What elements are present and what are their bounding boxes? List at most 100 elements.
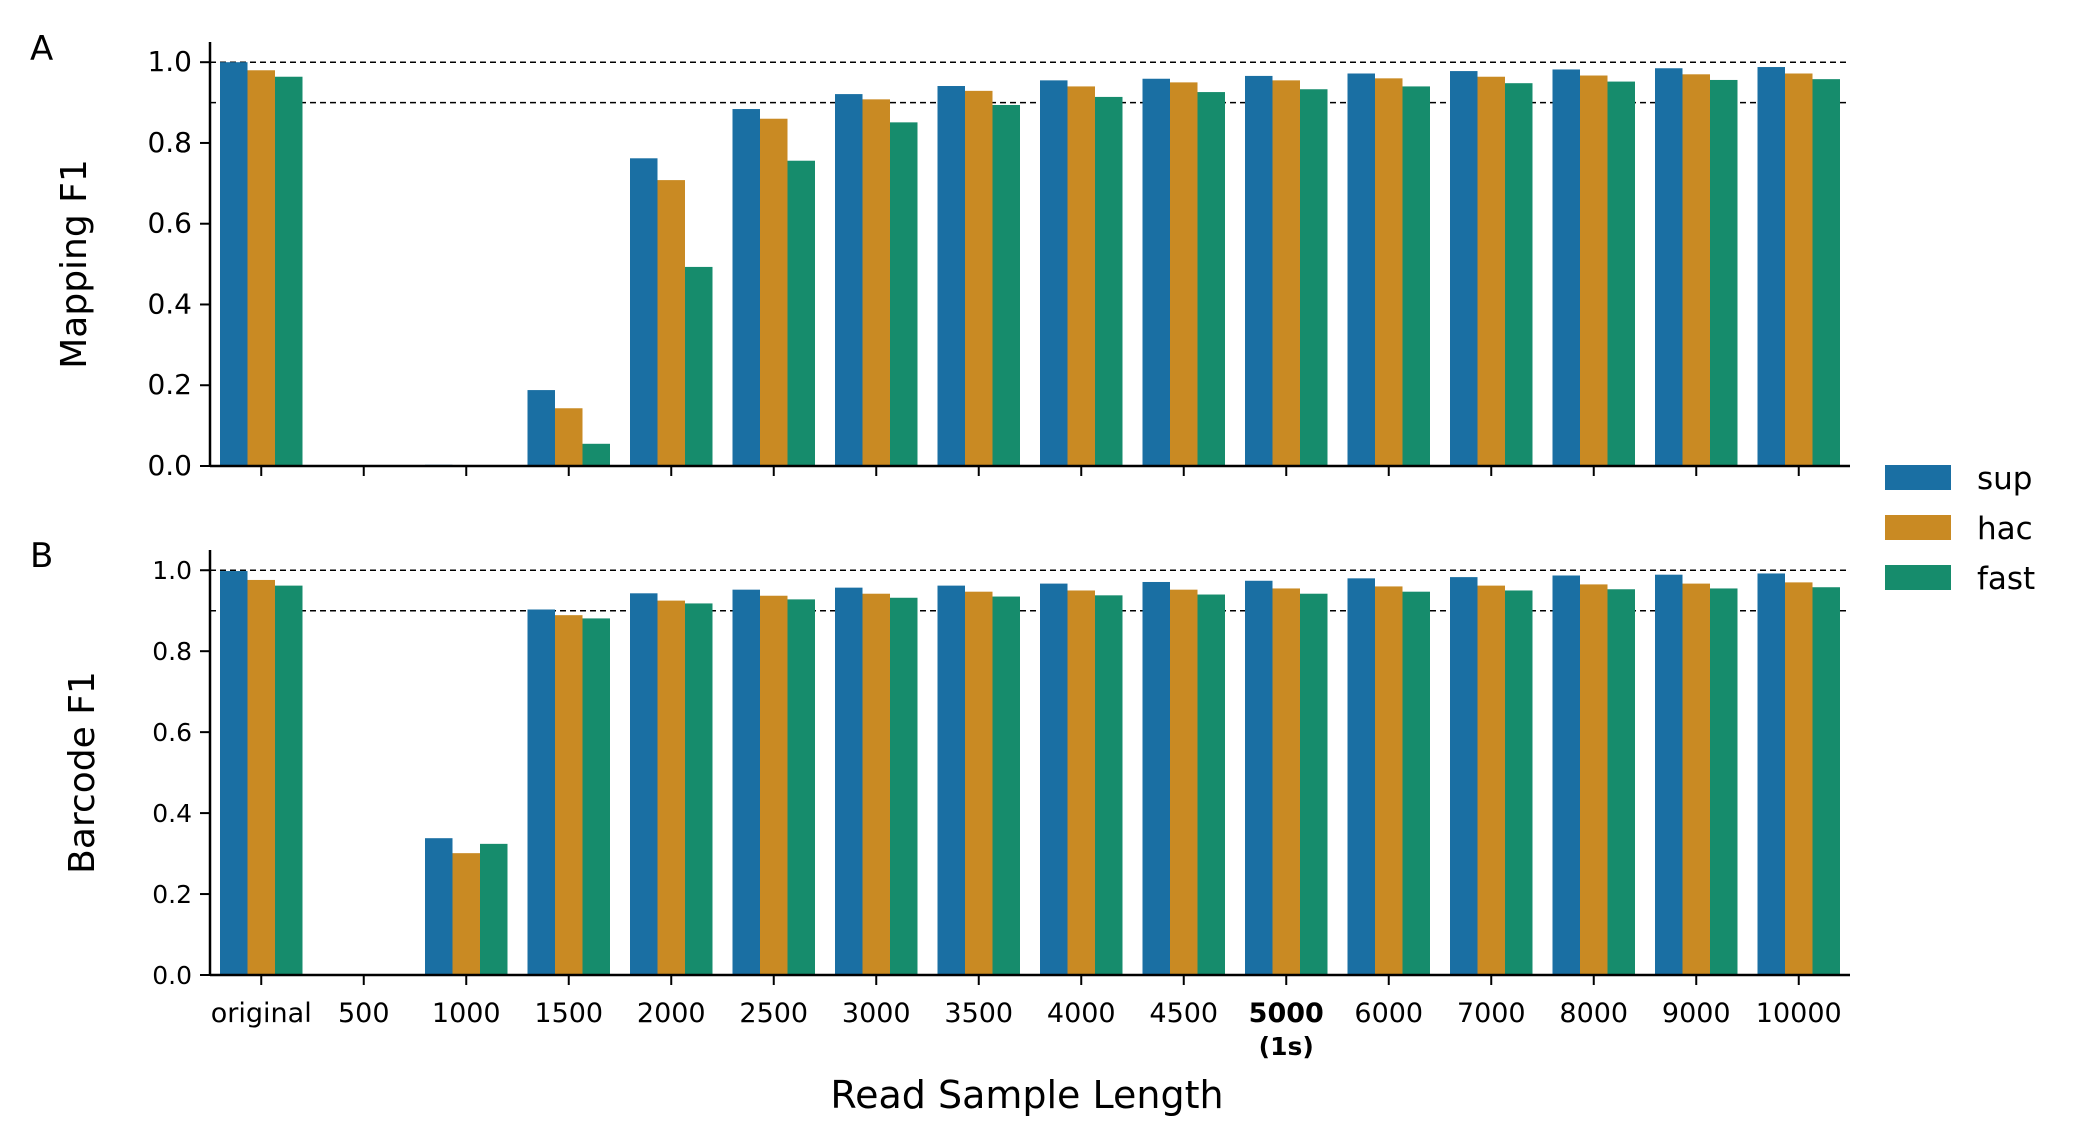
bar-sup <box>527 609 555 975</box>
x-tick-label: 1500 <box>534 998 603 1029</box>
bar-fast <box>1607 81 1635 466</box>
bar-fast <box>1607 589 1635 975</box>
y-tick-label: 0.6 <box>152 718 192 747</box>
y-tick-label: 0.6 <box>147 207 192 240</box>
y-tick-label: 0.0 <box>152 961 192 990</box>
bar-sup <box>630 593 658 975</box>
bar-hac <box>1682 583 1710 975</box>
panel-label: B <box>30 536 53 576</box>
x-tick-label: 1000 <box>432 998 501 1029</box>
bar-fast <box>787 160 815 466</box>
bar-hac <box>1067 86 1095 467</box>
x-axis-label: Read Sample Length <box>830 1073 1223 1117</box>
bar-sup <box>732 109 760 466</box>
bar-hac <box>1170 82 1198 466</box>
bar-fast <box>1095 595 1123 975</box>
legend-swatch-fast <box>1885 565 1951 590</box>
bar-sup <box>1552 69 1580 466</box>
bar-sup <box>1245 580 1273 975</box>
bar-sup <box>1347 578 1375 975</box>
bar-fast <box>992 596 1020 975</box>
bar-sup <box>1552 575 1580 975</box>
bar-fast <box>890 597 918 975</box>
x-tick-label: 2500 <box>739 998 808 1029</box>
bar-hac <box>1477 76 1505 467</box>
bar-sup <box>527 390 555 466</box>
legend-swatch-hac <box>1885 515 1951 540</box>
bar-sup <box>220 571 248 975</box>
bar-hac <box>1682 74 1710 467</box>
bar-sup <box>630 158 658 466</box>
bar-sup <box>1142 581 1170 975</box>
bar-sup <box>1245 75 1273 467</box>
bar-hac <box>965 90 993 466</box>
bar-hac <box>1477 585 1505 975</box>
x-tick-label: 4500 <box>1149 998 1218 1029</box>
legend: sup hac fast <box>1885 461 2035 597</box>
bar-fast <box>685 603 713 975</box>
bar-hac <box>452 853 480 975</box>
bar-fast <box>1505 83 1533 466</box>
x-tick-label: 8000 <box>1559 998 1628 1029</box>
bar-hac <box>760 595 788 975</box>
bar-sup <box>1450 71 1478 467</box>
bar-sup <box>1347 73 1375 467</box>
y-tick-label: 0.2 <box>152 880 192 909</box>
bar-fast <box>1812 587 1840 975</box>
bar-sup <box>1655 68 1683 466</box>
bar-hac <box>555 408 583 466</box>
bar-sup <box>937 585 965 975</box>
x-tick-label: 9000 <box>1662 998 1731 1029</box>
bar-fast <box>1402 86 1430 467</box>
x-tick-label: 7000 <box>1457 998 1526 1029</box>
bar-hac <box>657 180 685 467</box>
y-tick-label: 0.8 <box>152 637 192 666</box>
bar-hac <box>1785 582 1813 975</box>
bar-fast <box>1300 593 1328 975</box>
bar-sup <box>1450 577 1478 975</box>
bar-fast <box>1197 594 1225 975</box>
legend-swatch-sup <box>1885 465 1951 490</box>
bar-hac <box>1067 590 1095 975</box>
y-tick-label: 1.0 <box>152 556 192 585</box>
bar-hac <box>1272 80 1300 466</box>
bar-fast <box>685 266 713 466</box>
bar-hac <box>1272 588 1300 975</box>
bar-hac <box>862 593 890 975</box>
x-tick-label: 500 <box>338 998 390 1029</box>
bar-fast <box>992 104 1020 466</box>
bar-sup <box>1757 573 1785 975</box>
x-tick-label: 2000 <box>637 998 706 1029</box>
x-tick-label: 5000 <box>1249 998 1324 1029</box>
bar-fast <box>1402 591 1430 975</box>
bar-hac <box>1580 584 1608 975</box>
x-tick-sublabel: (1s) <box>1259 1032 1314 1061</box>
bar-fast <box>275 76 303 467</box>
x-tick-label: original <box>211 998 312 1029</box>
bar-sup <box>835 94 863 466</box>
bar-sup <box>1655 574 1683 975</box>
bar-sup <box>425 838 453 975</box>
bar-fast <box>1710 79 1738 466</box>
bar-fast <box>1812 79 1840 466</box>
y-tick-label: 0.8 <box>147 126 192 159</box>
bar-sup <box>220 62 248 466</box>
bar-fast <box>890 122 918 466</box>
panel-a: A Mapping F1 0.0 0.2 0.4 0.6 0.8 1.0 <box>30 29 1850 482</box>
bar-hac <box>1375 586 1403 975</box>
bar-fast <box>480 843 508 975</box>
bar-hac <box>862 99 890 467</box>
x-tick-label: 6000 <box>1354 998 1423 1029</box>
bar-fast <box>1505 590 1533 975</box>
y-tick-label: 0.4 <box>147 287 192 320</box>
y-tick-label: 1.0 <box>147 45 192 78</box>
bar-hac <box>247 70 275 467</box>
panel-label: A <box>30 29 53 69</box>
bar-hac <box>760 118 788 466</box>
y-tick-label: 0.4 <box>152 799 192 828</box>
legend-label-sup: sup <box>1977 461 2032 497</box>
x-tick-label: 10000 <box>1756 998 1842 1029</box>
bar-hac <box>657 600 685 975</box>
bar-fast <box>275 585 303 975</box>
